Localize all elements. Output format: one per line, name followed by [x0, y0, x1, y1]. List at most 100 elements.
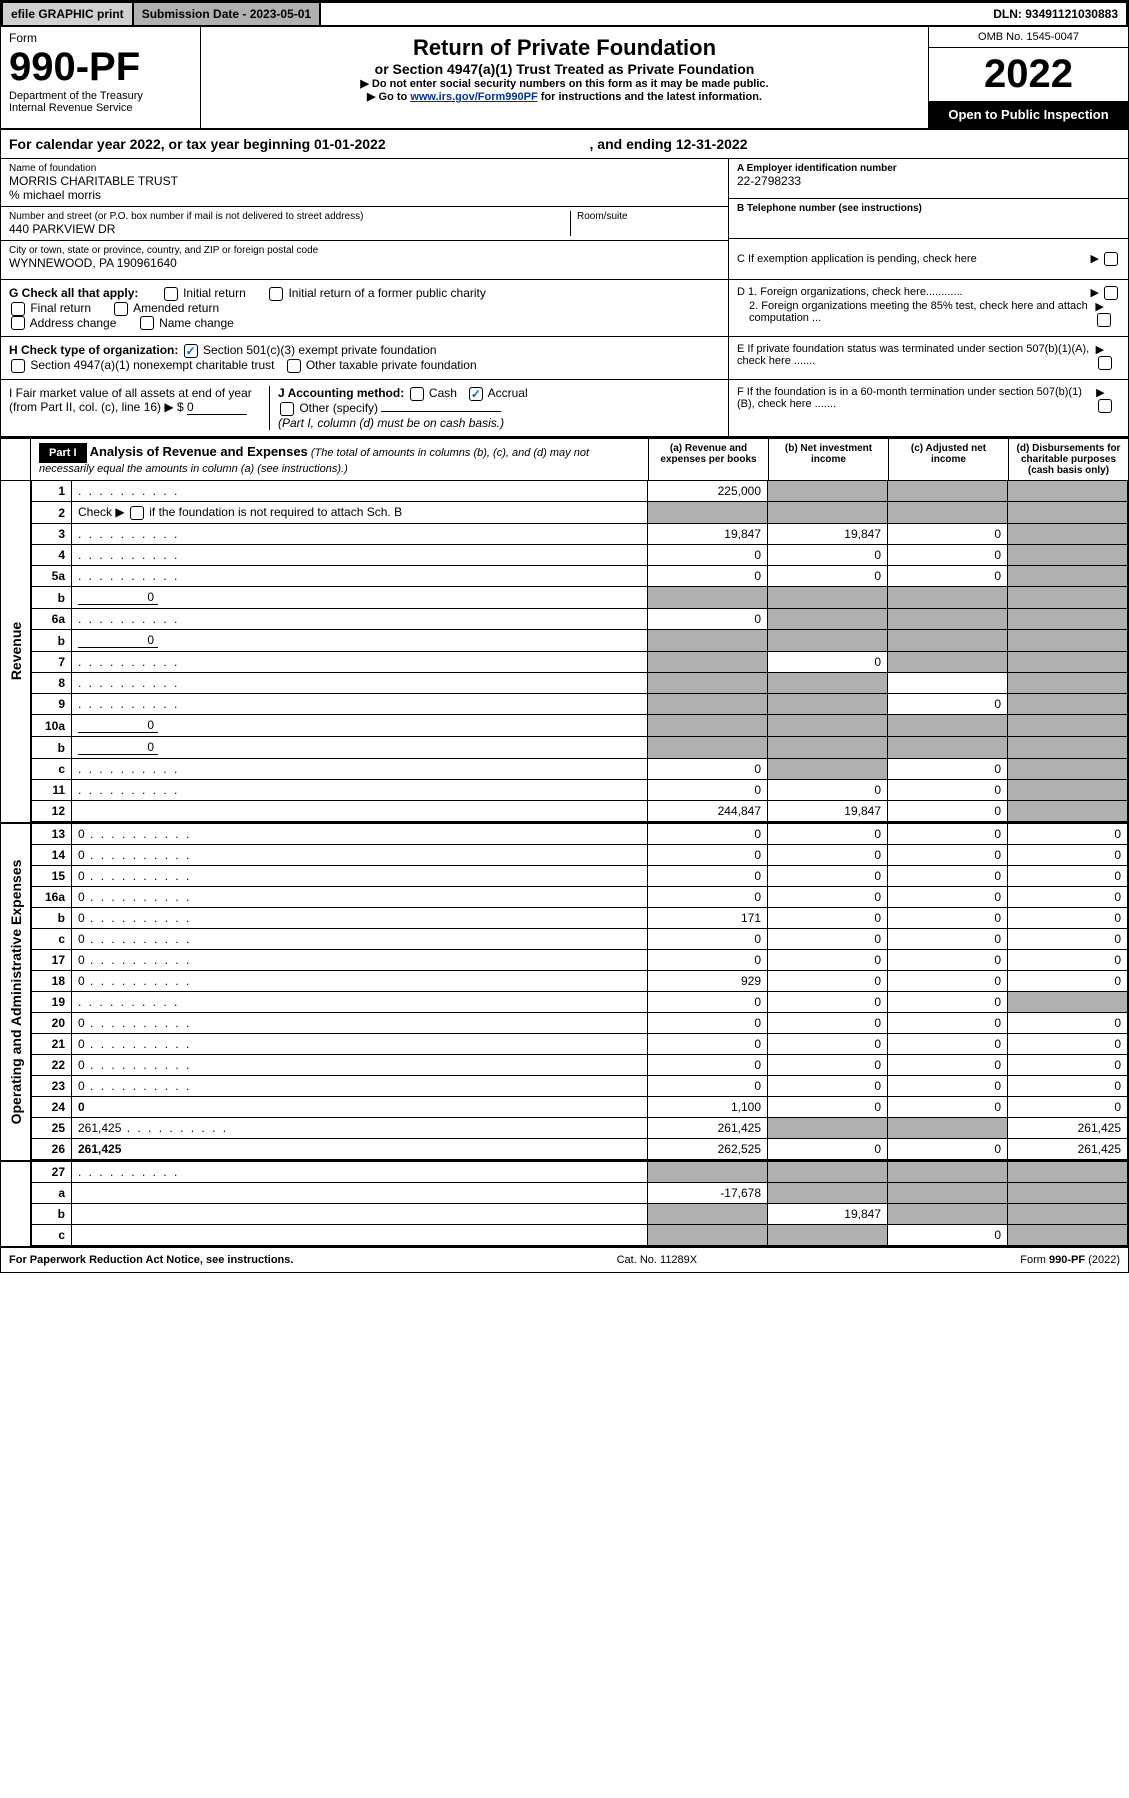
e-label: E If private foundation status was termi… [737, 343, 1096, 370]
line-5a: 5a000 [32, 565, 1128, 586]
ein-label: A Employer identification number [737, 163, 1120, 174]
line-b: b19,847 [32, 1203, 1128, 1224]
form-link[interactable]: www.irs.gov/Form990PF [410, 91, 537, 103]
line-8: 8 [32, 672, 1128, 693]
footer-mid: Cat. No. 11289X [617, 1254, 698, 1266]
f-checkbox[interactable] [1098, 399, 1112, 413]
line-22: 2200000 [32, 1054, 1128, 1075]
submission-date: Submission Date - 2023-05-01 [134, 3, 321, 25]
chk-addr-change[interactable] [11, 316, 25, 330]
chk-amended[interactable] [114, 302, 128, 316]
page-footer: For Paperwork Reduction Act Notice, see … [1, 1248, 1128, 1272]
i-value: 0 [187, 400, 247, 415]
form-header: Form 990-PF Department of the Treasury I… [1, 27, 1128, 130]
line-6a: 6a0 [32, 608, 1128, 629]
line-13: 1300000 [32, 824, 1128, 845]
line-9: 90 [32, 693, 1128, 714]
calendar-year-row: For calendar year 2022, or tax year begi… [1, 130, 1128, 159]
c-label: C If exemption application is pending, c… [737, 253, 977, 265]
d1-checkbox[interactable] [1104, 286, 1118, 300]
line-3: 319,84719,8470 [32, 523, 1128, 544]
chk-accrual[interactable] [469, 387, 483, 401]
expenses-side-label: Operating and Administrative Expenses [8, 859, 24, 1124]
j-label: J Accounting method: [278, 386, 404, 400]
entity-info: Name of foundation MORRIS CHARITABLE TRU… [1, 159, 1128, 280]
d2-checkbox[interactable] [1097, 313, 1111, 327]
chk-501c3[interactable] [184, 344, 198, 358]
part1-tag: Part I [39, 443, 87, 463]
line-15: 1500000 [32, 865, 1128, 886]
chk-4947[interactable] [11, 359, 25, 373]
revenue-table: 1225,0002Check ▶ if the foundation is no… [31, 481, 1128, 822]
summary-section: 27a-17,678b19,847c0 [1, 1162, 1128, 1248]
line-7: 70 [32, 651, 1128, 672]
foundation-name: MORRIS CHARITABLE TRUST [9, 174, 720, 188]
expenses-section: Operating and Administrative Expenses 13… [1, 824, 1128, 1162]
line-14: 1400000 [32, 844, 1128, 865]
room-label: Room/suite [577, 211, 720, 222]
chk-cash[interactable] [410, 387, 424, 401]
city-state-zip: WYNNEWOOD, PA 190961640 [9, 256, 720, 270]
top-bar: efile GRAPHIC print Submission Date - 20… [1, 1, 1128, 27]
e-checkbox[interactable] [1098, 356, 1112, 370]
h-label: H Check type of organization: [9, 343, 178, 357]
line-19: 19000 [32, 991, 1128, 1012]
line-c: c00000 [32, 928, 1128, 949]
form-number: 990-PF [9, 45, 192, 90]
chk-name-change[interactable] [140, 316, 154, 330]
omb-number: OMB No. 1545-0047 [929, 27, 1128, 48]
irs-label: Internal Revenue Service [9, 102, 192, 114]
g-check-row: G Check all that apply: Initial return I… [1, 280, 1128, 337]
name-label: Name of foundation [9, 163, 720, 174]
city-label: City or town, state or province, country… [9, 245, 720, 256]
revenue-side-label: Revenue [8, 622, 24, 680]
line-24: 2401,100000 [32, 1096, 1128, 1117]
line-2: 2Check ▶ if the foundation is not requir… [32, 501, 1128, 523]
line-16a: 16a00000 [32, 886, 1128, 907]
part1-header: Part I Analysis of Revenue and Expenses … [1, 437, 1128, 481]
col-a-hdr: (a) Revenue and expenses per books [648, 439, 768, 480]
line-b: b0171000 [32, 907, 1128, 928]
chk-other-method[interactable] [280, 402, 294, 416]
line-c: c00 [32, 758, 1128, 779]
line-17: 1700000 [32, 949, 1128, 970]
form-subtitle: or Section 4947(a)(1) Trust Treated as P… [209, 61, 920, 77]
chk-initial[interactable] [164, 287, 178, 301]
line-23: 2300000 [32, 1075, 1128, 1096]
c-checkbox[interactable] [1104, 252, 1118, 266]
h-check-row: H Check type of organization: Section 50… [1, 337, 1128, 380]
ein-value: 22-2798233 [737, 174, 1120, 188]
street-address: 440 PARKVIEW DR [9, 222, 570, 236]
revenue-section: Revenue 1225,0002Check ▶ if the foundati… [1, 481, 1128, 824]
j-note: (Part I, column (d) must be on cash basi… [278, 416, 504, 430]
line-25: 25261,425261,425261,425 [32, 1117, 1128, 1138]
chk-final[interactable] [11, 302, 25, 316]
line-b: b 0 [32, 586, 1128, 608]
tax-year: 2022 [929, 48, 1128, 101]
col-c-hdr: (c) Adjusted net income [888, 439, 1008, 480]
d1-label: D 1. Foreign organizations, check here..… [737, 286, 963, 300]
line-26: 26261,425262,52500261,425 [32, 1138, 1128, 1159]
dln-label: DLN: 93491121030883 [985, 3, 1126, 25]
expenses-table: 13000001400000150000016a00000b0171000c00… [31, 824, 1128, 1160]
summary-table: 27a-17,678b19,847c0 [31, 1162, 1128, 1246]
care-of: % michael morris [9, 188, 720, 202]
line-b: b 0 [32, 736, 1128, 758]
col-b-hdr: (b) Net investment income [768, 439, 888, 480]
line-b: b 0 [32, 629, 1128, 651]
line-4: 4000 [32, 544, 1128, 565]
i-j-row: I Fair market value of all assets at end… [1, 380, 1128, 437]
phone-label: B Telephone number (see instructions) [737, 203, 1120, 214]
line-10a: 10a 0 [32, 714, 1128, 736]
line-a: a-17,678 [32, 1182, 1128, 1203]
form-page: efile GRAPHIC print Submission Date - 20… [0, 0, 1129, 1273]
chk-initial-former[interactable] [269, 287, 283, 301]
col-d-hdr: (d) Disbursements for charitable purpose… [1008, 439, 1128, 480]
form-title: Return of Private Foundation [209, 35, 920, 61]
footer-left: For Paperwork Reduction Act Notice, see … [9, 1254, 293, 1266]
line-18: 180929000 [32, 970, 1128, 991]
efile-label: efile GRAPHIC print [3, 3, 134, 25]
chk-other-tax[interactable] [287, 359, 301, 373]
f-label: F If the foundation is in a 60-month ter… [737, 386, 1096, 413]
line-12: 12244,84719,8470 [32, 800, 1128, 821]
